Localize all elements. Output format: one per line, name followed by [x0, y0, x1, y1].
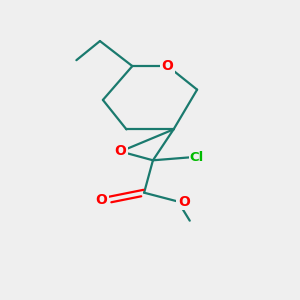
Text: O: O	[162, 59, 174, 73]
Text: O: O	[178, 194, 190, 208]
Text: O: O	[115, 145, 127, 158]
Text: Cl: Cl	[190, 151, 204, 164]
Text: O: O	[95, 193, 107, 207]
